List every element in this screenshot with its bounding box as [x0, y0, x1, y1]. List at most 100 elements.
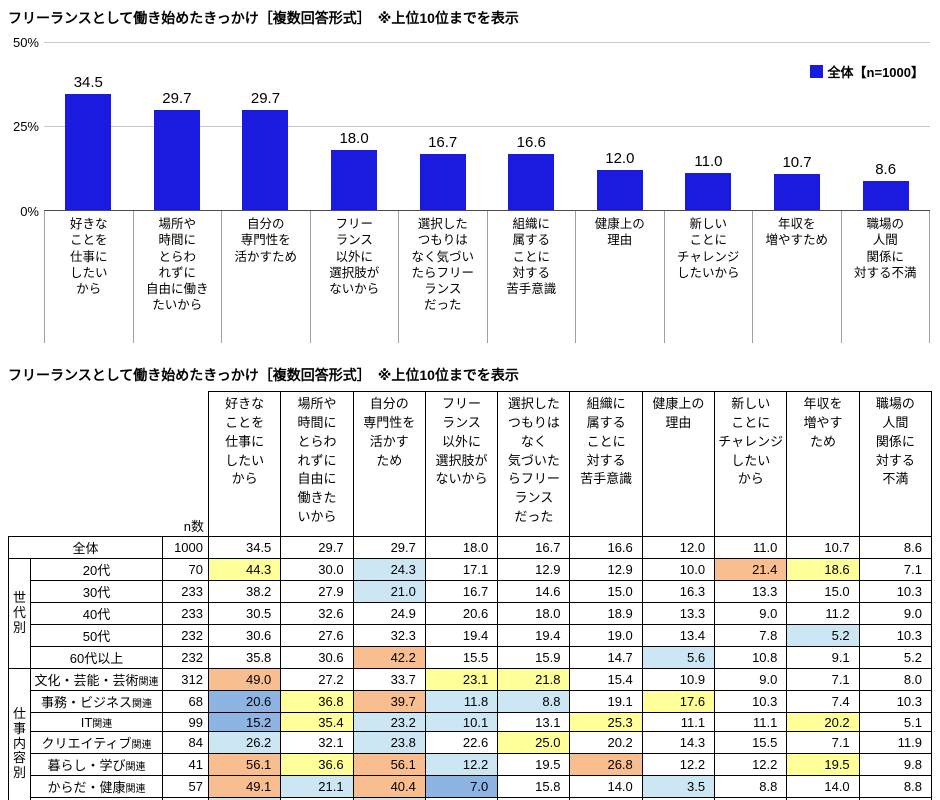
data-cell: 10.3 [858, 580, 933, 603]
bar-value-label: 16.7 [428, 133, 458, 151]
data-cell: 19.5 [497, 753, 571, 776]
data-cell: 25.3 [569, 712, 643, 732]
data-cell: 11.1 [714, 712, 788, 732]
chart-legend-label: 全体【n=1000】 [827, 65, 924, 80]
n-column-header: n数 [162, 391, 209, 537]
data-cell: 32.3 [352, 624, 426, 647]
data-cell: 23.2 [352, 712, 426, 732]
data-cell: 49.0 [207, 668, 282, 691]
data-cell: 40.4 [352, 775, 426, 798]
data-cell: 21.0 [352, 580, 426, 603]
data-cell: 56.1 [352, 753, 426, 776]
data-cell: 21.1 [280, 775, 354, 798]
row-label-suffix: 関連 [131, 740, 152, 751]
bar-category-label: 健康上の 理由 [575, 211, 664, 343]
bar [331, 149, 378, 210]
bar-category-label: 自分の 専門性を 活かすため [221, 211, 310, 343]
row-label-cell: IT関連 [30, 712, 163, 732]
bar-column: 18.0 [310, 42, 399, 210]
n-value-cell: 41 [162, 753, 209, 776]
data-cell: 7.8 [714, 624, 788, 647]
data-cell: 56.1 [207, 753, 282, 776]
table-row: 50代 232 30.6 27.6 32.3 19.4 19.4 19.0 13.4 7.8 5.2… [9, 624, 933, 647]
n-value-cell: 233 [162, 602, 209, 625]
data-cell: 19.0 [569, 624, 643, 647]
bar [508, 154, 555, 210]
data-cell: 14.0 [786, 775, 860, 798]
data-cell: 13.4 [641, 624, 716, 647]
bar-category-label: 新しい ことに チャレンジ したいから [663, 211, 753, 343]
n-value-cell: 70 [162, 558, 209, 581]
bar [419, 153, 466, 210]
data-cell: 12.9 [569, 558, 643, 581]
row-label-cell: 60代以上 [30, 646, 163, 669]
table-title: フリーランスとして働き始めたきっかけ［複数回答形式］ ※上位10位までを表示 [8, 367, 519, 383]
category-labels-row: 好きな ことを 仕事に したい から 場所や 時間に とらわ れずに 自由に働き … [44, 211, 930, 343]
row-label-cell: からだ・健康関連 [30, 775, 163, 798]
data-cell: 11.9 [858, 731, 933, 754]
data-cell: 18.0 [424, 536, 499, 559]
bar-value-label: 12.0 [605, 149, 635, 167]
data-cell: 25.0 [497, 731, 571, 754]
data-cell: 21.8 [497, 668, 571, 691]
data-cell: 18.9 [569, 602, 643, 625]
data-cell: 16.6 [569, 536, 643, 559]
data-cell: 19.4 [497, 624, 571, 647]
row-label-cell: 30代 [30, 580, 163, 603]
table-row: 仕 事 内 容 別文化・芸能・芸術関連 312 49.0 27.2 33.7 23.1 21… [8, 668, 933, 800]
data-cell: 9.0 [858, 602, 933, 625]
data-cell: 21.4 [714, 558, 788, 581]
data-cell: 9.1 [786, 646, 860, 669]
bar-column: 16.6 [487, 42, 576, 210]
bar-column: 29.7 [221, 42, 310, 210]
bar-category-label: 組織に 属する ことに 対する 苦手意識 [486, 211, 576, 343]
data-cell: 14.3 [641, 731, 716, 754]
data-cell: 5.1 [858, 712, 933, 732]
data-cell: 8.8 [858, 775, 933, 798]
data-cell: 7.4 [786, 690, 860, 713]
row-label-cell: 全体 [8, 536, 163, 559]
bar [774, 174, 821, 210]
data-cell: 14.6 [497, 580, 571, 603]
row-label-suffix: 関連 [125, 762, 146, 773]
data-cell: 23.8 [352, 731, 426, 754]
data-cell: 32.6 [280, 602, 354, 625]
table-column-header: 選択した つもりは なく 気づいた らフリー ランス だった [497, 391, 571, 537]
bar-category-label: 選択した つもりは なく気づい たらフリー ランス だった [398, 211, 487, 343]
table-row: その他33926.528.922.418.312.413.013.012.111… [9, 797, 933, 800]
table-header-row: n数 好きな ことを 仕事に したい から 場所や 時間に とらわ れずに 自由に … [8, 391, 933, 537]
bar-column: 29.7 [133, 42, 222, 210]
data-cell: 15.0 [569, 580, 643, 603]
data-cell: 17.6 [641, 690, 716, 713]
data-cell: 14.7 [569, 646, 643, 669]
data-cell: 3.5 [641, 775, 716, 798]
data-cell: 15.0 [786, 580, 860, 603]
bar-column: 8.6 [841, 42, 930, 210]
data-cell: 16.7 [497, 536, 571, 559]
data-cell: 33.7 [352, 668, 426, 691]
data-cell: 36.8 [280, 690, 354, 713]
data-cell: 24.3 [352, 558, 426, 581]
data-cell: 30.5 [207, 602, 282, 625]
table-column-header: フリー ランス 以外に 選択肢が ないから [424, 391, 499, 537]
row-label-cell: 文化・芸能・芸術関連 [30, 668, 163, 691]
table-row: 60代以上 232 35.8 30.6 42.2 15.5 15.9 14.7 5.6 10.8 9… [9, 646, 933, 669]
data-cell: 20.6 [424, 602, 499, 625]
data-cell: 12.2 [424, 753, 499, 776]
data-cell: 19.1 [569, 690, 643, 713]
data-cell: 27.2 [280, 668, 354, 691]
data-cell: 16.7 [424, 580, 499, 603]
data-cell: 11.2 [786, 602, 860, 625]
data-cell: 8.8 [497, 690, 571, 713]
data-cell: 19.5 [786, 753, 860, 776]
data-cell: 29.7 [352, 536, 426, 559]
data-cell: 35.8 [207, 646, 282, 669]
data-cell: 18.6 [786, 558, 860, 581]
data-cell: 8.8 [714, 775, 788, 798]
bar-category-label: 職場の 人間 関係に 対する不満 [840, 211, 930, 343]
data-cell: 24.9 [352, 602, 426, 625]
data-cell: 29.7 [280, 536, 354, 559]
bar-value-label: 29.7 [250, 90, 281, 108]
row-label-cell: 暮らし・学び関連 [30, 753, 163, 776]
y-axis: 50% 25% 0% [8, 35, 44, 219]
